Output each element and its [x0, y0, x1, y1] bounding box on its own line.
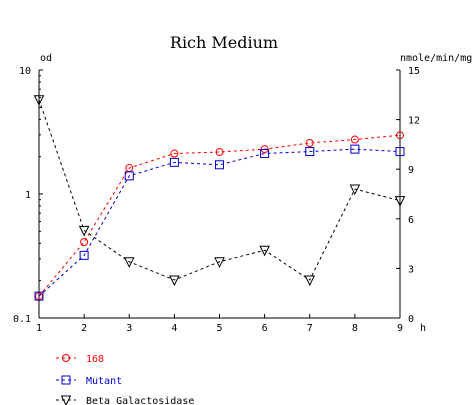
data-point	[33, 95, 45, 106]
series-mutant	[34, 144, 405, 301]
data-point	[394, 196, 406, 207]
legend-label: 168	[86, 354, 104, 365]
x-tick-label: 7	[307, 323, 313, 334]
data-point	[169, 157, 179, 167]
x-tick-label: 3	[126, 323, 132, 334]
data-point	[169, 275, 180, 287]
data-point	[78, 225, 90, 237]
data-point	[79, 250, 89, 260]
y-right-tick-label: 6	[408, 215, 414, 226]
series-line	[38, 134, 401, 297]
legend-item: Beta Galactosidase	[56, 395, 194, 405]
data-point	[215, 160, 224, 170]
y-axis-right-label: nmole/min/mg	[400, 53, 472, 64]
legend-label: Beta Galactosidase	[86, 396, 194, 405]
data-point	[214, 257, 225, 268]
data-point	[215, 148, 224, 157]
data-point	[395, 147, 405, 157]
x-tick-label: 5	[216, 323, 222, 334]
y-right-tick-label: 15	[408, 66, 420, 77]
x-tick-label: 4	[171, 323, 177, 334]
y-right-tick-label: 9	[408, 165, 414, 176]
series-line	[38, 148, 401, 297]
x-tick-label: 9	[397, 323, 403, 334]
y-right-tick-label: 12	[408, 116, 420, 127]
y-right-tick-label: 3	[408, 264, 414, 275]
data-point	[259, 245, 270, 257]
y-left-tick-label: 0.1	[13, 314, 31, 325]
data-point	[34, 291, 44, 301]
data-point	[349, 184, 361, 196]
y-left-tick-label: 1	[25, 190, 31, 201]
legend-item: 168	[56, 354, 104, 365]
legend: 168 Mutant Beta Galactosidase	[56, 354, 194, 405]
data-series	[33, 95, 406, 301]
data-point	[124, 171, 134, 181]
data-point	[350, 144, 360, 154]
data-point	[80, 238, 89, 247]
x-tick-label: 8	[352, 323, 358, 334]
legend-marker	[62, 354, 70, 362]
series-beta-galactosidase	[33, 95, 406, 287]
series-line	[38, 99, 401, 281]
legend-item: Mutant	[56, 375, 122, 387]
x-tick-label: 6	[262, 323, 268, 334]
series-168	[35, 131, 404, 301]
data-point	[396, 131, 404, 140]
legend-label: Mutant	[86, 376, 122, 387]
x-tick-label: 1	[36, 323, 42, 334]
legend-marker	[60, 395, 72, 405]
y-left-tick-label: 10	[19, 66, 31, 77]
y-axis-left-label: od	[40, 53, 52, 64]
data-point	[305, 138, 314, 147]
x-axis-label: h	[420, 323, 426, 334]
data-point	[123, 257, 135, 268]
chart-title: Rich Medium	[170, 33, 278, 52]
data-point	[170, 149, 179, 158]
data-point	[305, 147, 315, 157]
x-tick-label: 2	[81, 323, 87, 334]
data-point	[304, 275, 316, 287]
y-right-tick-label: 0	[408, 314, 414, 325]
data-point	[260, 149, 270, 159]
legend-marker	[61, 375, 71, 385]
data-point	[350, 135, 359, 144]
